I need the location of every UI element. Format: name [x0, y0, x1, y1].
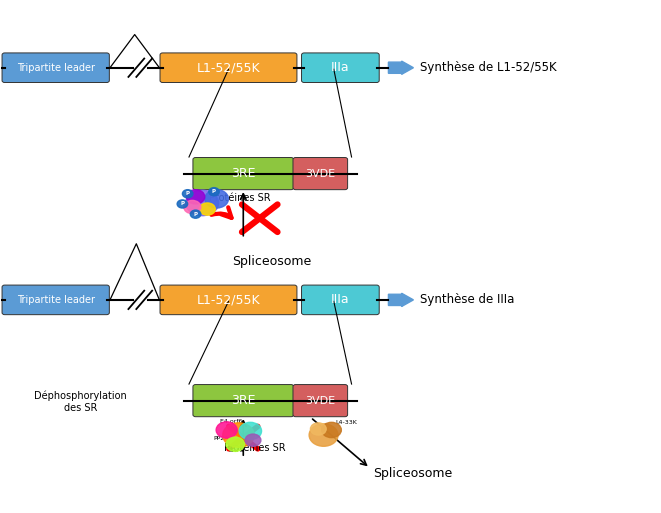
Text: L1-52/55K: L1-52/55K — [197, 293, 260, 306]
Circle shape — [311, 423, 327, 435]
Text: L4-33K: L4-33K — [335, 420, 358, 425]
Circle shape — [216, 422, 237, 438]
Text: Protéines SR: Protéines SR — [224, 443, 286, 453]
Circle shape — [322, 422, 341, 438]
FancyArrow shape — [389, 293, 413, 306]
Circle shape — [239, 422, 262, 440]
FancyBboxPatch shape — [301, 53, 379, 83]
Text: 3RE: 3RE — [231, 394, 256, 407]
FancyBboxPatch shape — [293, 385, 348, 417]
Circle shape — [177, 200, 188, 208]
Text: IIIa: IIIa — [331, 293, 350, 306]
FancyBboxPatch shape — [2, 53, 109, 83]
Text: P: P — [180, 202, 184, 206]
Text: L1-52/55K: L1-52/55K — [197, 61, 260, 74]
Circle shape — [245, 434, 261, 446]
FancyBboxPatch shape — [193, 385, 293, 417]
Text: 3VDE: 3VDE — [305, 169, 335, 179]
Text: 3RE: 3RE — [231, 167, 256, 180]
Text: Tripartite leader: Tripartite leader — [17, 295, 95, 305]
Circle shape — [186, 190, 205, 204]
Text: Spliceosome: Spliceosome — [373, 467, 453, 480]
FancyBboxPatch shape — [301, 285, 379, 314]
Text: E4 orf6: E4 orf6 — [220, 419, 243, 424]
Text: Protéines SR: Protéines SR — [209, 193, 270, 203]
Text: P: P — [212, 189, 216, 194]
Text: P: P — [186, 191, 190, 196]
Text: 3VDE: 3VDE — [305, 396, 335, 406]
FancyBboxPatch shape — [160, 285, 297, 314]
Circle shape — [226, 437, 245, 451]
FancyArrow shape — [389, 61, 413, 74]
Circle shape — [200, 203, 215, 215]
Circle shape — [205, 190, 229, 208]
Text: Synthèse de IIIa: Synthèse de IIIa — [420, 293, 514, 306]
Circle shape — [209, 188, 219, 196]
Circle shape — [182, 190, 193, 198]
Circle shape — [223, 423, 254, 447]
FancyBboxPatch shape — [193, 157, 293, 190]
Circle shape — [190, 210, 201, 218]
Circle shape — [184, 201, 201, 213]
FancyBboxPatch shape — [293, 157, 348, 190]
Text: Déphosphorylation
des SR: Déphosphorylation des SR — [34, 391, 127, 413]
Text: Tripartite leader: Tripartite leader — [17, 63, 95, 73]
FancyBboxPatch shape — [160, 53, 297, 83]
Text: P: P — [194, 212, 198, 216]
FancyBboxPatch shape — [2, 285, 109, 314]
Text: Synthèse de L1-52/55K: Synthèse de L1-52/55K — [420, 61, 557, 74]
Circle shape — [309, 424, 338, 446]
Text: SRFS: SRFS — [229, 448, 244, 453]
Text: PP2A: PP2A — [214, 436, 229, 441]
Text: IIIa: IIIa — [331, 61, 350, 74]
Circle shape — [186, 190, 219, 215]
Text: Spliceosome: Spliceosome — [231, 255, 311, 268]
